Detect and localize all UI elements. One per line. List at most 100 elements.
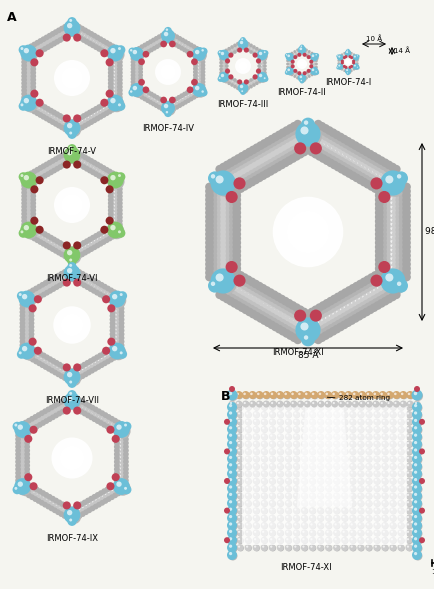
Circle shape: [351, 516, 353, 518]
Circle shape: [109, 293, 115, 299]
Circle shape: [37, 239, 43, 245]
Circle shape: [283, 144, 291, 151]
Circle shape: [120, 438, 122, 439]
Circle shape: [337, 63, 343, 70]
Circle shape: [44, 168, 46, 170]
Circle shape: [21, 91, 27, 97]
Circle shape: [333, 155, 342, 163]
Circle shape: [56, 280, 58, 282]
Circle shape: [296, 391, 305, 399]
Circle shape: [325, 441, 332, 448]
Circle shape: [347, 289, 355, 297]
Circle shape: [103, 234, 105, 236]
Circle shape: [108, 290, 125, 307]
Circle shape: [110, 84, 116, 90]
Circle shape: [114, 324, 120, 330]
Circle shape: [112, 211, 118, 217]
Circle shape: [219, 256, 227, 264]
Circle shape: [119, 342, 125, 348]
Circle shape: [294, 405, 300, 411]
Circle shape: [326, 412, 332, 418]
Circle shape: [45, 233, 51, 239]
Circle shape: [46, 285, 51, 290]
Circle shape: [263, 169, 271, 178]
Circle shape: [322, 323, 330, 332]
Circle shape: [33, 293, 39, 299]
Circle shape: [72, 24, 78, 30]
Circle shape: [101, 165, 106, 171]
Circle shape: [413, 522, 423, 531]
Circle shape: [25, 293, 30, 299]
Circle shape: [34, 105, 40, 111]
Circle shape: [360, 178, 368, 187]
Circle shape: [394, 171, 408, 185]
Circle shape: [375, 420, 377, 422]
Circle shape: [366, 464, 373, 470]
Circle shape: [337, 65, 339, 67]
Circle shape: [389, 455, 396, 462]
Circle shape: [261, 302, 264, 305]
Circle shape: [88, 166, 94, 171]
Circle shape: [358, 145, 367, 154]
Circle shape: [358, 545, 361, 548]
Circle shape: [31, 168, 37, 174]
Circle shape: [28, 183, 34, 188]
Circle shape: [220, 214, 224, 217]
Circle shape: [340, 57, 342, 59]
Circle shape: [270, 157, 279, 166]
Circle shape: [310, 405, 316, 411]
Circle shape: [355, 312, 363, 320]
Circle shape: [399, 239, 408, 247]
Circle shape: [414, 552, 417, 555]
Circle shape: [336, 133, 345, 141]
Circle shape: [15, 466, 21, 472]
Circle shape: [19, 45, 28, 54]
Circle shape: [378, 273, 387, 282]
Circle shape: [64, 120, 80, 137]
Circle shape: [230, 405, 232, 407]
Circle shape: [205, 209, 214, 217]
Circle shape: [382, 538, 389, 544]
Circle shape: [342, 412, 349, 418]
Circle shape: [414, 456, 421, 462]
Circle shape: [250, 49, 253, 52]
Circle shape: [49, 55, 95, 101]
Circle shape: [26, 59, 32, 65]
Circle shape: [390, 287, 399, 296]
Circle shape: [68, 374, 73, 379]
Circle shape: [20, 433, 26, 438]
Circle shape: [209, 221, 217, 230]
Circle shape: [259, 71, 263, 75]
Circle shape: [390, 219, 393, 221]
Circle shape: [312, 323, 320, 330]
Circle shape: [358, 412, 365, 418]
Circle shape: [27, 216, 29, 217]
Circle shape: [390, 538, 397, 544]
Circle shape: [75, 123, 80, 128]
Circle shape: [365, 478, 372, 485]
Circle shape: [317, 530, 324, 537]
Circle shape: [119, 478, 125, 484]
Circle shape: [229, 196, 238, 204]
Circle shape: [113, 85, 118, 90]
Circle shape: [52, 242, 58, 248]
Circle shape: [53, 365, 54, 367]
Circle shape: [79, 271, 85, 277]
Circle shape: [310, 434, 316, 441]
Circle shape: [198, 67, 199, 69]
Circle shape: [100, 46, 106, 52]
Circle shape: [388, 163, 397, 171]
Circle shape: [25, 329, 27, 330]
Circle shape: [66, 124, 67, 125]
Circle shape: [237, 434, 244, 441]
Circle shape: [123, 478, 129, 484]
Circle shape: [325, 448, 332, 455]
Circle shape: [228, 544, 236, 551]
Circle shape: [326, 313, 334, 322]
Circle shape: [341, 59, 343, 62]
Circle shape: [244, 180, 253, 188]
Circle shape: [373, 433, 380, 440]
Circle shape: [62, 249, 64, 250]
Circle shape: [47, 39, 52, 45]
Circle shape: [43, 288, 49, 293]
